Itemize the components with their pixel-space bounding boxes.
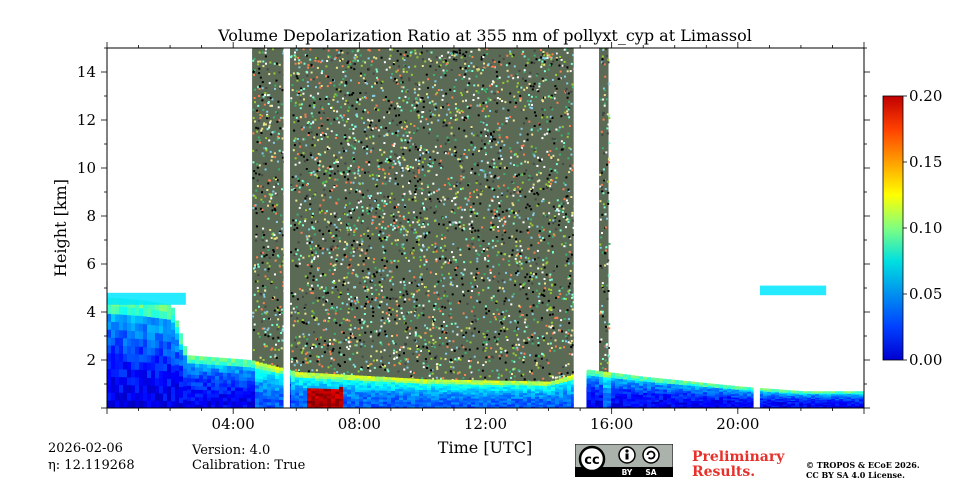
colorbar-tick-label-2: 0.10 [909,219,942,237]
colorbar-tick-label-4: 0.20 [909,87,942,105]
preliminary-label: Preliminary [692,449,785,465]
elevated-aerosol-layer-1 [759,285,827,296]
colorbar-ticks: 0.00 0.05 0.10 0.15 0.20 [903,87,942,369]
colorbar-gradient [882,95,904,361]
y-tick-label-8: 8 [86,207,96,225]
colorbar-tick-label-0: 0.00 [909,351,942,369]
eta-label: η: 12.119268 [48,458,135,473]
x-tick-label-1200: 12:00 [464,415,507,433]
x-tick-label-0800: 08:00 [338,415,381,433]
gap-layer [283,48,760,408]
no-data-gap-2 [753,48,760,408]
colorbar-tick-label-1: 0.05 [909,285,942,303]
x-tick-label-1600: 16:00 [590,415,633,433]
share-alike-arrow [646,450,656,460]
colorbar: 0.00 0.05 0.10 0.15 0.20 [882,87,942,369]
x-axis: 04:00 08:00 12:00 16:00 20:00 [106,42,865,433]
y-tick-label-10: 10 [77,159,96,177]
elevated-aerosol-layer-0 [107,292,186,305]
copyright-line-2: CC BY SA 4.0 License. [806,470,905,480]
cc-circle-icon [578,445,606,473]
noise-layer [252,48,611,408]
y-axis-label: Height [km] [51,179,70,277]
attribution-head [625,449,629,453]
y-tick-label-4: 4 [86,303,96,321]
badge-by-text: BY [622,468,633,477]
chart-title: Volume Depolarization Ratio at 355 nm of… [217,26,752,45]
boundary-layer-cells [107,297,864,408]
no-data-gap-1 [573,48,587,408]
x-tick-label-2000: 20:00 [716,415,759,433]
copyright-line-1: © TROPOS & ECoE 2026. [806,460,920,470]
y-tick-label-6: 6 [86,255,96,273]
x-tick-label-0400: 04:00 [212,415,255,433]
version-label: Version: 4.0 [192,443,271,458]
results-label: Results. [692,464,756,480]
cc-text: cc [584,453,599,468]
badge-sa-text: SA [645,468,656,477]
badge-strip [575,467,673,477]
y-axis: 2 4 6 8 10 12 14 [77,47,870,409]
x-axis-label: Time [UTC] [438,438,532,457]
depolarization-field [107,285,864,408]
cc-by-sa-badge: cc BY SA [575,444,673,477]
calibration-label: Calibration: True [192,458,306,473]
date-label: 2026-02-06 [48,441,123,456]
share-alike-icon [642,446,660,464]
plot-area [107,48,864,408]
no-data-gap-0 [283,48,290,408]
colorbar-tick-label-3: 0.15 [909,153,942,171]
noise-band-2 [599,48,609,408]
y-tick-label-2: 2 [86,351,96,369]
y-tick-label-14: 14 [77,63,96,81]
y-tick-label-12: 12 [77,111,96,129]
attribution-body [625,453,629,460]
